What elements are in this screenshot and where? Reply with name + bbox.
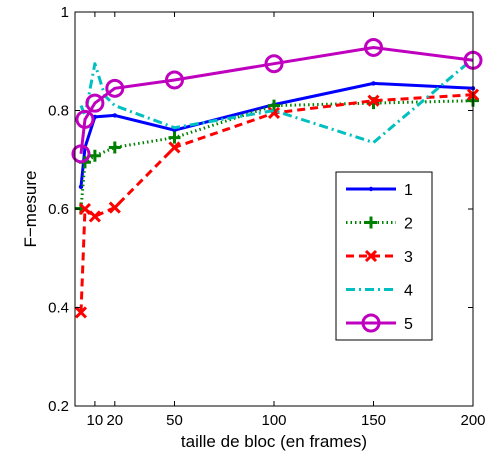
legend-label-4: 4 bbox=[404, 283, 413, 300]
series-4 bbox=[79, 57, 474, 144]
y-tick-label: 0.4 bbox=[48, 300, 69, 317]
data-point-2 bbox=[168, 131, 181, 144]
legend-marker-2 bbox=[365, 216, 377, 229]
legend-label-3: 3 bbox=[404, 249, 413, 266]
series-line-1 bbox=[79, 81, 474, 187]
series-layer bbox=[71, 37, 483, 319]
legend-label-2: 2 bbox=[404, 216, 413, 233]
data-point-3 bbox=[168, 141, 181, 154]
data-point-1 bbox=[172, 128, 177, 133]
legend: 1 2 3 4 5 bbox=[335, 171, 433, 341]
y-tick-label: 0.8 bbox=[48, 103, 69, 120]
x-tick-label: 200 bbox=[460, 412, 485, 429]
x-tick-label: 100 bbox=[261, 412, 286, 429]
data-point-5 bbox=[85, 93, 105, 113]
x-tick-label: 150 bbox=[361, 412, 386, 429]
data-point-5 bbox=[71, 144, 91, 164]
data-point-5 bbox=[364, 37, 383, 57]
data-point-5 bbox=[165, 70, 184, 90]
data-point-3 bbox=[367, 94, 380, 107]
series-line-5 bbox=[79, 46, 474, 154]
data-point-5 bbox=[75, 109, 95, 129]
data-point-2 bbox=[88, 149, 101, 162]
data-point-3 bbox=[78, 202, 92, 216]
y-tick-label: 0.2 bbox=[48, 398, 69, 415]
data-point-2 bbox=[108, 141, 121, 154]
y-axis-label: F−mesure bbox=[21, 171, 40, 248]
data-point-1 bbox=[371, 81, 376, 86]
y-tick-label: 0.6 bbox=[48, 201, 69, 218]
legend-marker-5 bbox=[361, 313, 381, 333]
x-tick-label: 10 bbox=[87, 412, 104, 429]
legend-label-1: 1 bbox=[404, 182, 413, 199]
legend-label-5: 5 bbox=[404, 316, 413, 333]
data-point-5 bbox=[264, 54, 284, 74]
legend-marker-1 bbox=[368, 186, 374, 192]
data-point-3 bbox=[108, 201, 121, 214]
y-tick-label: 1 bbox=[61, 4, 69, 21]
x-axis-label: taille de bloc (en frames) bbox=[181, 432, 367, 451]
data-point-5 bbox=[105, 78, 125, 98]
x-tick-label: 20 bbox=[106, 412, 123, 429]
data-point-3 bbox=[74, 306, 88, 319]
legend-marker-3 bbox=[364, 249, 378, 263]
data-point-1 bbox=[112, 113, 118, 118]
series-3 bbox=[74, 88, 480, 319]
series-line-4 bbox=[79, 57, 474, 144]
data-point-3 bbox=[88, 210, 101, 223]
x-tick-label: 50 bbox=[166, 412, 183, 429]
ticks-layer: 10 20 50 100 150 200 0.2 0.4 0.6 0.8 1 bbox=[48, 4, 485, 429]
data-point-2 bbox=[268, 99, 280, 112]
